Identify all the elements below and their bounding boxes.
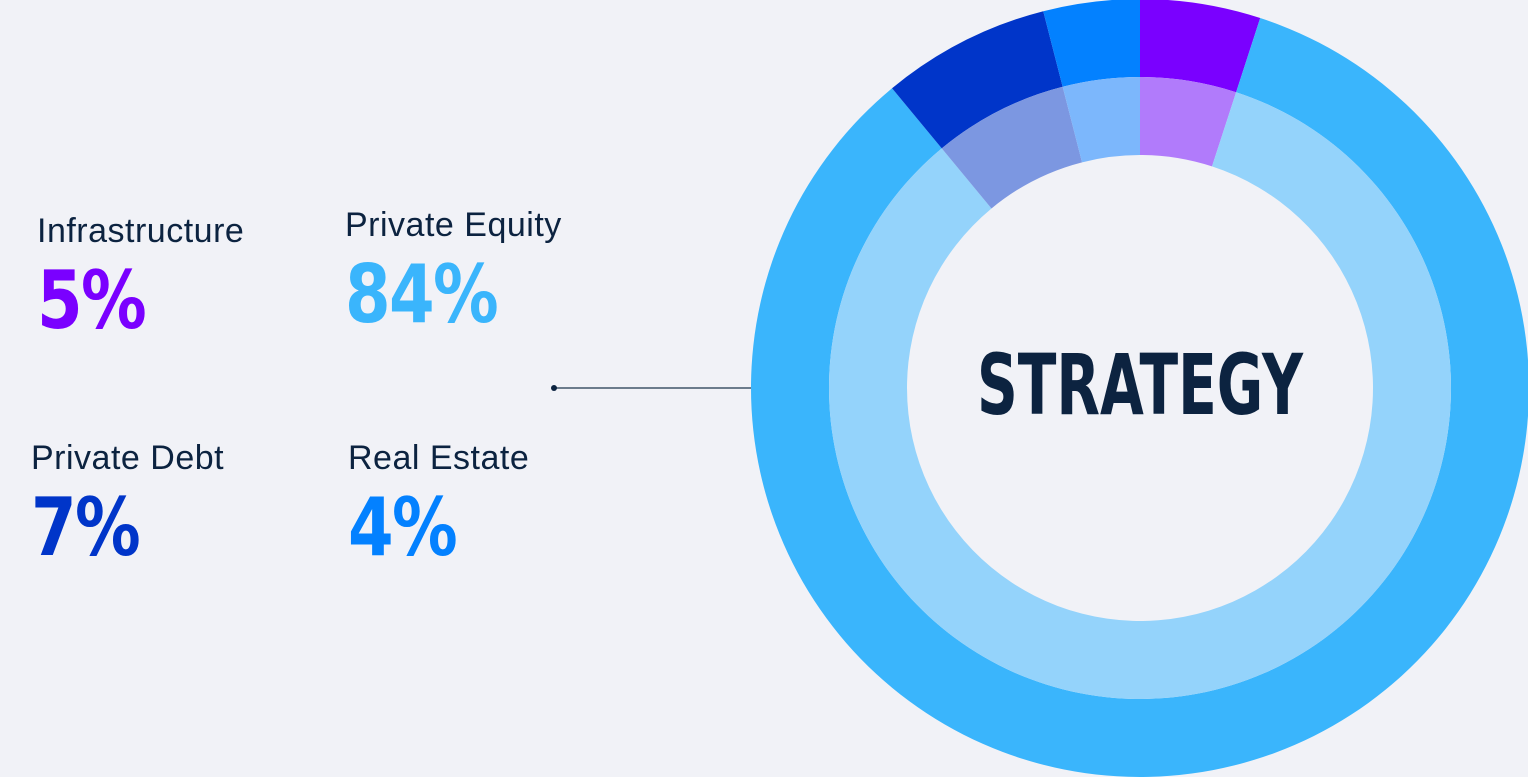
legend-item-real-estate: Real Estate 4% — [348, 439, 529, 568]
slice-inner-private-debt — [941, 86, 1083, 209]
slice-outer-infrastructure — [1140, 0, 1261, 93]
slice-inner-real-estate — [1062, 77, 1140, 163]
legend-item-infrastructure: Infrastructure 5% — [37, 212, 244, 341]
legend-item-private-equity: Private Equity 84% — [345, 206, 562, 335]
slice-outer-real-estate — [1043, 0, 1140, 87]
slice-inner-infrastructure — [1140, 77, 1237, 167]
legend-value-private-debt: 7% — [31, 481, 141, 574]
leader-dot — [551, 385, 557, 391]
legend-label-infrastructure: Infrastructure — [37, 212, 245, 250]
legend-value-infrastructure: 5% — [37, 254, 147, 347]
chart-center-title: STRATEGY — [977, 336, 1304, 434]
legend-label-private-equity: Private Equity — [345, 206, 562, 244]
slice-outer-private-debt — [892, 11, 1063, 149]
legend-value-real-estate: 4% — [348, 481, 458, 574]
legend-value-private-equity: 84% — [345, 248, 499, 341]
legend-label-real-estate: Real Estate — [348, 439, 530, 477]
legend-label-private-debt: Private Debt — [31, 439, 225, 477]
legend-item-private-debt: Private Debt 7% — [31, 439, 224, 568]
